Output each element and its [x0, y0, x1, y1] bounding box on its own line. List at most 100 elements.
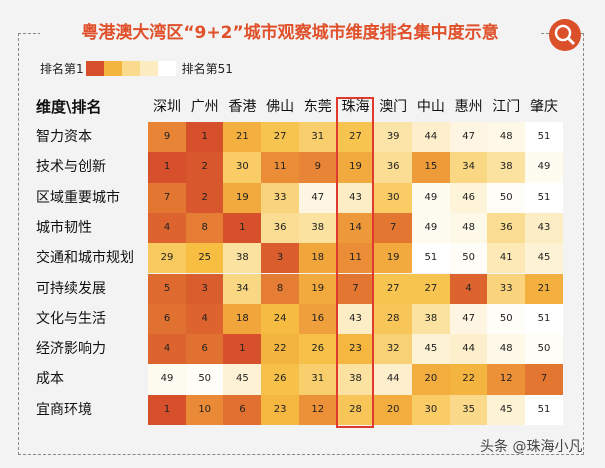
heatmap-cell: 51 [411, 243, 450, 274]
column-header: 深圳 [153, 99, 181, 115]
legend-swatch [121, 61, 140, 76]
heatmap-cell: 11 [261, 152, 300, 183]
heatmap-cell: 30 [223, 152, 262, 183]
heatmap-cell: 19 [223, 182, 262, 213]
chart-title: 粤港澳大湾区“9+2”城市观察城市维度排名集中度示意 [40, 18, 540, 43]
heatmap-cell: 47 [449, 303, 488, 335]
row-label: 区域重要城市 [36, 189, 120, 206]
heatmap-cell: 26 [298, 334, 337, 365]
heatmap-cell: 47 [298, 182, 337, 213]
heatmap-cell: 7 [374, 212, 413, 244]
heatmap-cell: 9 [298, 152, 337, 183]
heatmap-cell: 35 [449, 394, 488, 425]
heatmap-cell: 38 [411, 303, 450, 335]
heatmap-cell: 22 [261, 334, 300, 365]
heatmap-cell: 39 [374, 122, 413, 153]
heatmap-cell: 45 [411, 334, 450, 365]
heatmap-cell: 28 [336, 394, 375, 425]
heatmap-cell: 14 [336, 212, 375, 244]
color-legend: 排名第1 排名第51 [40, 60, 233, 77]
heatmap-cell: 1 [223, 212, 262, 244]
heatmap-cell: 23 [261, 394, 300, 425]
column-header: 惠州 [454, 99, 483, 115]
row-label: 文化与生活 [36, 310, 106, 327]
heatmap-cell: 33 [261, 182, 300, 213]
row-label: 经济影响力 [36, 341, 106, 358]
heatmap-cell: 51 [525, 394, 563, 425]
heatmap-cell: 50 [487, 303, 526, 335]
heatmap-cell: 51 [525, 303, 563, 335]
heatmap-cell: 44 [411, 122, 450, 153]
heatmap-cell: 50 [185, 364, 224, 395]
heatmap-cell: 49 [411, 212, 450, 244]
heatmap-cell: 44 [374, 364, 413, 395]
heatmap-cell: 18 [223, 303, 262, 335]
heatmap-cell: 31 [298, 122, 337, 153]
heatmap-cell: 18 [298, 243, 337, 274]
heatmap-cell: 3 [185, 273, 224, 304]
heatmap-cell: 48 [449, 212, 488, 244]
heatmap-cell: 6 [185, 334, 224, 365]
heatmap-cell: 50 [525, 334, 563, 365]
row-label: 成本 [36, 371, 64, 388]
heatmap-cell: 50 [449, 243, 488, 274]
column-header: 中山 [416, 99, 445, 115]
heatmap-cell: 49 [148, 364, 186, 395]
heatmap-cell: 34 [223, 273, 262, 304]
heatmap-cell: 32 [374, 334, 413, 365]
heatmap-cell: 21 [223, 122, 262, 153]
heatmap-cell: 38 [298, 212, 337, 244]
heatmap-cell: 22 [449, 364, 488, 395]
heatmap-cell: 49 [411, 182, 450, 213]
heatmap-cell: 30 [374, 182, 413, 213]
heatmap-cell: 2 [185, 152, 224, 183]
heatmap-cell: 29 [148, 243, 186, 274]
heatmap-cell: 4 [148, 212, 186, 244]
heatmap-cell: 48 [487, 334, 526, 365]
row-label: 智力资本 [36, 129, 92, 145]
heatmap-cell: 3 [261, 243, 300, 274]
heatmap-cell: 19 [374, 243, 413, 274]
column-header: 珠海 [341, 99, 370, 115]
heatmap-cell: 36 [487, 212, 526, 244]
heatmap-cell: 49 [525, 152, 563, 183]
heatmap-cell: 15 [411, 152, 450, 183]
heatmap-cell: 19 [336, 152, 375, 183]
column-header: 澳门 [379, 99, 408, 115]
row-label: 城市韧性 [36, 219, 92, 236]
legend-swatch [85, 61, 104, 76]
heatmap-cell: 25 [185, 243, 224, 274]
heatmap-cell: 38 [336, 364, 375, 395]
heatmap-cell: 48 [487, 122, 526, 153]
heatmap-cell: 27 [336, 122, 375, 153]
heatmap-cell: 8 [185, 212, 224, 244]
heatmap-cell: 21 [525, 273, 563, 304]
heatmap-cell: 38 [487, 152, 526, 183]
heatmap-cell: 12 [298, 394, 337, 425]
column-header: 江门 [492, 99, 521, 115]
heatmap-cell: 24 [261, 303, 300, 335]
heatmap-cell: 16 [298, 303, 337, 335]
heatmap-cell: 27 [261, 122, 300, 153]
heatmap-cell: 7 [336, 273, 375, 304]
heatmap-cell: 26 [261, 364, 300, 395]
heatmap-cell: 33 [487, 273, 526, 304]
column-header: 广州 [190, 99, 219, 115]
legend-swatch [157, 61, 176, 76]
heatmap-cell: 36 [374, 152, 413, 183]
row-label: 宜商环境 [36, 401, 92, 418]
watermark: 头条 @珠海小凡 [480, 439, 583, 455]
column-header: 肇庆 [530, 99, 558, 115]
heatmap-cell: 43 [525, 212, 563, 244]
heatmap-cell: 27 [374, 273, 413, 304]
heatmap-cell: 2 [185, 182, 224, 213]
heatmap-cell: 10 [185, 394, 224, 425]
legend-swatch [103, 61, 122, 76]
heatmap-cell: 20 [411, 364, 450, 395]
heatmap-cell: 38 [223, 243, 262, 274]
heatmap-cell: 23 [336, 334, 375, 365]
heatmap-cell: 46 [449, 182, 488, 213]
heatmap-cell: 1 [223, 334, 262, 365]
row-label: 交通和城市规划 [36, 250, 134, 267]
heatmap-cell: 1 [148, 394, 186, 425]
